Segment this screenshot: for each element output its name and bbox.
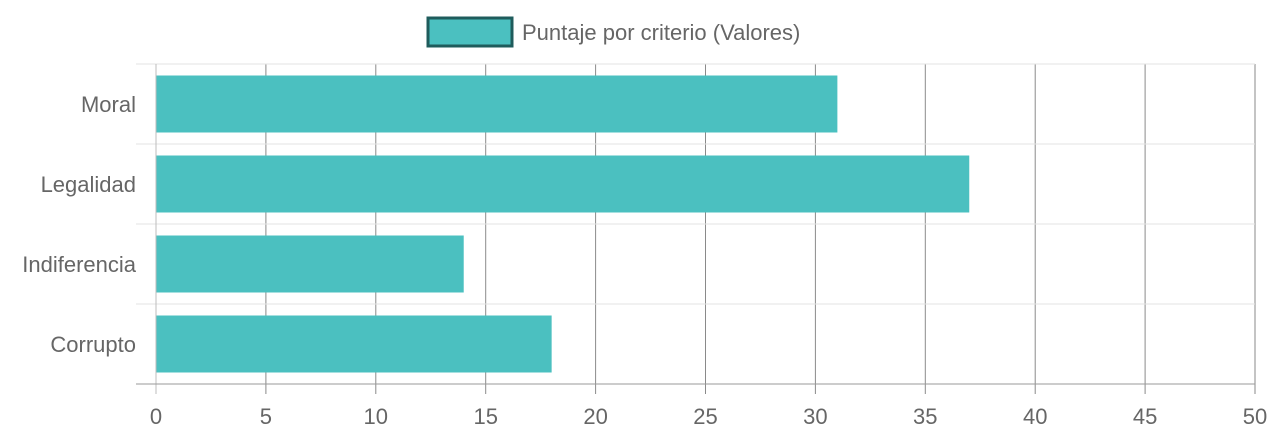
- x-tick-label: 45: [1133, 404, 1157, 429]
- x-axis-ticks: 0 5 10 15 20 25 30 35 40 45 50: [150, 404, 1267, 429]
- category-label: Corrupto: [50, 332, 136, 357]
- x-tick-label: 5: [260, 404, 272, 429]
- x-tick-label: 0: [150, 404, 162, 429]
- legend[interactable]: Puntaje por criterio (Valores): [426, 16, 800, 48]
- bar-moral[interactable]: [156, 75, 838, 133]
- bars: [156, 75, 970, 373]
- x-tick-label: 15: [473, 404, 497, 429]
- category-label: Indiferencia: [22, 252, 137, 277]
- bar-corrupto[interactable]: [156, 315, 552, 373]
- category-label: Moral: [81, 92, 136, 117]
- category-label: Legalidad: [41, 172, 136, 197]
- legend-label: Puntaje por criterio (Valores): [522, 20, 800, 45]
- y-axis-categories: Moral Legalidad Indiferencia Corrupto: [22, 92, 137, 357]
- x-tick-label: 40: [1023, 404, 1047, 429]
- legend-swatch[interactable]: [426, 16, 514, 48]
- x-tick-label: 30: [803, 404, 827, 429]
- x-tick-label: 25: [693, 404, 717, 429]
- x-tick-label: 35: [913, 404, 937, 429]
- x-tick-label: 20: [583, 404, 607, 429]
- x-tick-label: 10: [364, 404, 388, 429]
- axes: [136, 64, 1255, 394]
- bar-indiferencia[interactable]: [156, 235, 464, 293]
- bar-legalidad[interactable]: [156, 155, 970, 213]
- x-tick-label: 50: [1243, 404, 1267, 429]
